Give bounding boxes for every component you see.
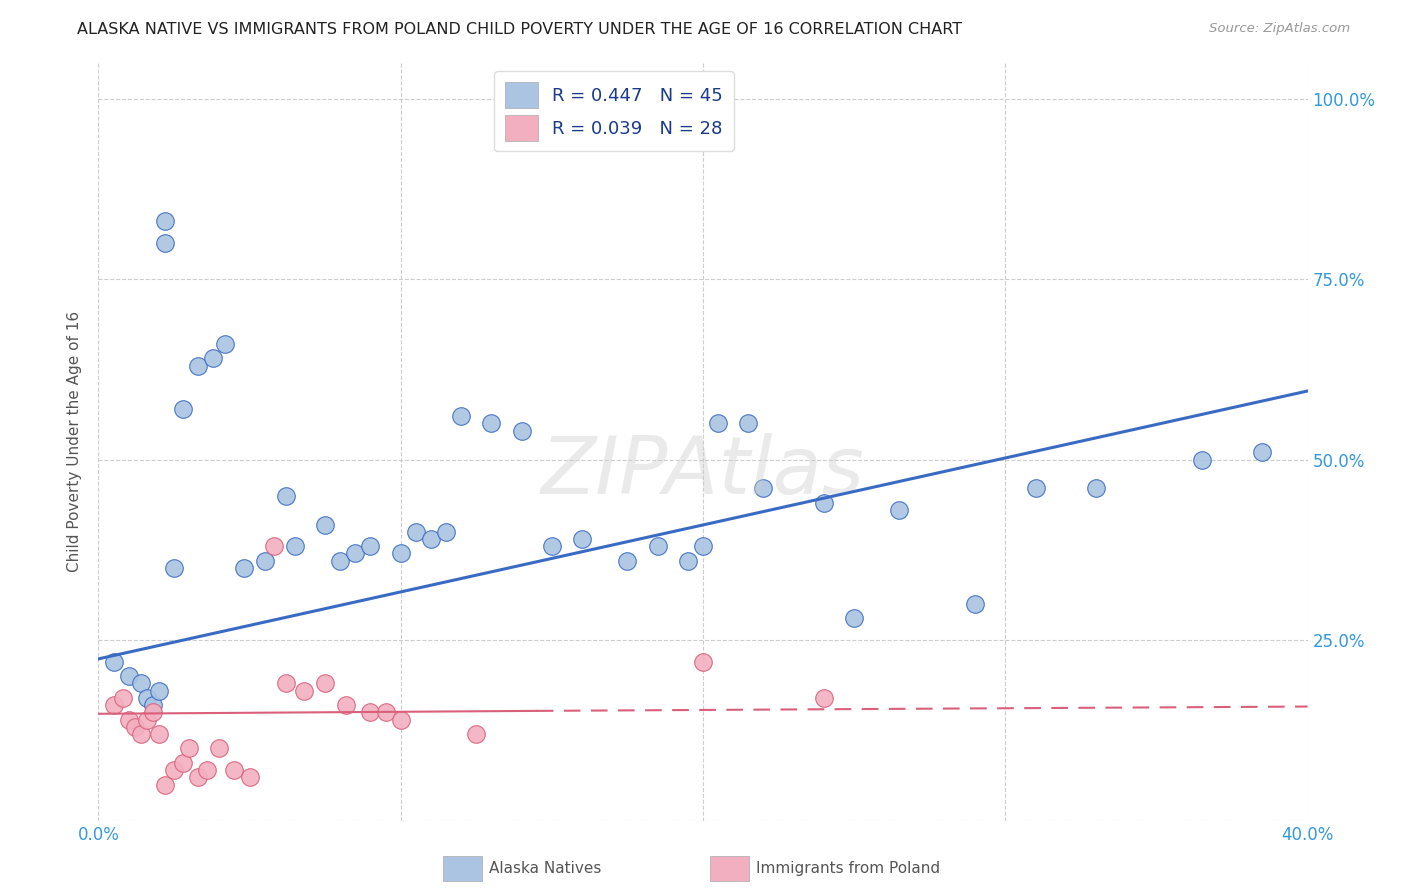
Point — [163, 763, 186, 777]
Point — [118, 669, 141, 683]
Point — [389, 713, 412, 727]
Point — [692, 539, 714, 553]
Text: ALASKA NATIVE VS IMMIGRANTS FROM POLAND CHILD POVERTY UNDER THE AGE OF 16 CORREL: ALASKA NATIVE VS IMMIGRANTS FROM POLAND … — [77, 22, 963, 37]
Point — [153, 778, 176, 792]
Text: ZIPAtlas: ZIPAtlas — [541, 433, 865, 511]
Point — [405, 524, 427, 539]
Point — [889, 503, 911, 517]
Point — [135, 690, 157, 705]
Point — [124, 720, 146, 734]
Point — [335, 698, 357, 712]
Point — [153, 235, 176, 250]
Point — [253, 554, 276, 568]
Point — [737, 417, 759, 431]
Point — [179, 741, 201, 756]
Point — [450, 409, 472, 424]
Point — [1191, 452, 1213, 467]
Point — [202, 351, 225, 366]
Point — [752, 482, 775, 496]
Point — [103, 655, 125, 669]
Point — [465, 727, 488, 741]
Point — [434, 524, 457, 539]
Point — [129, 727, 152, 741]
Point — [187, 359, 209, 373]
Point — [1024, 482, 1046, 496]
Point — [187, 770, 209, 784]
Point — [481, 417, 503, 431]
Point — [813, 690, 835, 705]
Point — [153, 214, 176, 228]
Y-axis label: Child Poverty Under the Age of 16: Child Poverty Under the Age of 16 — [67, 311, 83, 572]
Point — [965, 597, 987, 611]
Point — [172, 756, 194, 770]
Point — [274, 489, 297, 503]
Point — [707, 417, 730, 431]
Point — [1251, 445, 1274, 459]
Point — [314, 676, 336, 690]
Point — [360, 539, 382, 553]
Point — [692, 655, 714, 669]
Point — [103, 698, 125, 712]
Point — [263, 539, 285, 553]
Point — [813, 496, 835, 510]
Point — [374, 706, 396, 720]
Point — [510, 424, 533, 438]
Text: Alaska Natives: Alaska Natives — [489, 862, 602, 876]
Point — [389, 546, 412, 560]
Point — [647, 539, 669, 553]
Point — [360, 706, 382, 720]
Point — [172, 402, 194, 417]
Point — [195, 763, 218, 777]
Point — [142, 706, 165, 720]
Point — [292, 683, 315, 698]
Point — [111, 690, 134, 705]
Text: Immigrants from Poland: Immigrants from Poland — [756, 862, 941, 876]
Point — [274, 676, 297, 690]
Point — [135, 713, 157, 727]
Point — [676, 554, 699, 568]
Point — [1085, 482, 1108, 496]
Legend: R = 0.447   N = 45, R = 0.039   N = 28: R = 0.447 N = 45, R = 0.039 N = 28 — [495, 71, 734, 152]
Point — [284, 539, 307, 553]
Point — [344, 546, 367, 560]
Point — [239, 770, 262, 784]
Point — [616, 554, 638, 568]
Point — [214, 337, 236, 351]
Point — [208, 741, 231, 756]
Point — [129, 676, 152, 690]
Point — [148, 727, 170, 741]
Point — [142, 698, 165, 712]
Point — [163, 561, 186, 575]
Point — [224, 763, 246, 777]
Text: Source: ZipAtlas.com: Source: ZipAtlas.com — [1209, 22, 1350, 36]
Point — [232, 561, 254, 575]
Point — [148, 683, 170, 698]
Point — [540, 539, 562, 553]
Point — [329, 554, 352, 568]
Point — [118, 713, 141, 727]
Point — [571, 532, 593, 546]
Point — [314, 517, 336, 532]
Point — [844, 611, 866, 625]
Point — [420, 532, 443, 546]
